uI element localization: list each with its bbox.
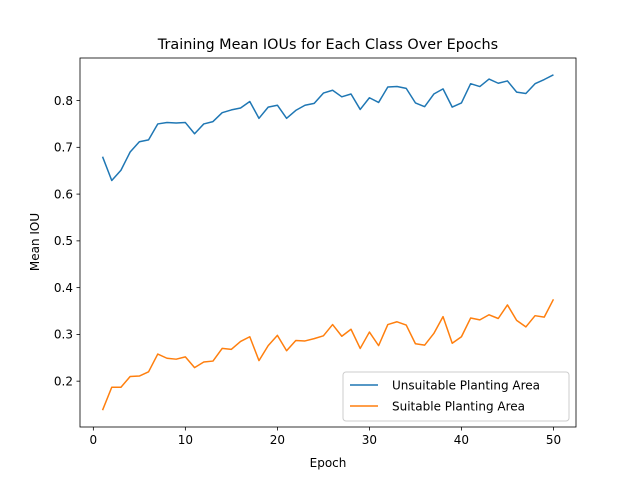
plot-lines xyxy=(101,74,555,411)
legend-label-suitable: Suitable Planting Area xyxy=(392,400,525,414)
x-tick-label: 0 xyxy=(90,433,98,447)
x-tick-label: 20 xyxy=(270,433,285,447)
legend: Unsuitable Planting Area Suitable Planti… xyxy=(342,371,570,422)
x-tick-label: 10 xyxy=(178,433,193,447)
series-line-0 xyxy=(101,74,554,182)
axes-frame xyxy=(79,57,577,428)
y-tick-label: 0.5 xyxy=(54,234,73,248)
axes xyxy=(79,57,577,428)
x-tick-label: 40 xyxy=(454,433,469,447)
x-axis-label: Epoch xyxy=(310,456,347,470)
legend-box xyxy=(342,371,570,422)
y-tick-label: 0.2 xyxy=(54,374,73,388)
y-tick-label: 0.8 xyxy=(54,94,73,108)
ticks: 0 10 20 30 40 50 0.2 0.3 0.4 0.5 0.6 0.7 0.8 xyxy=(54,94,561,447)
x-tick-label: 50 xyxy=(546,433,561,447)
y-axis-label: Mean IOU xyxy=(28,213,42,271)
legend-label-unsuitable: Unsuitable Planting Area xyxy=(392,379,540,393)
y-tick-label: 0.3 xyxy=(54,328,73,342)
x-tick-label: 30 xyxy=(362,433,377,447)
y-tick-label: 0.4 xyxy=(54,281,73,295)
series-line-1 xyxy=(101,298,555,411)
chart-title: Training Mean IOUs for Each Class Over E… xyxy=(157,37,498,53)
y-tick-label: 0.7 xyxy=(54,141,73,155)
y-tick-label: 0.6 xyxy=(54,187,73,201)
